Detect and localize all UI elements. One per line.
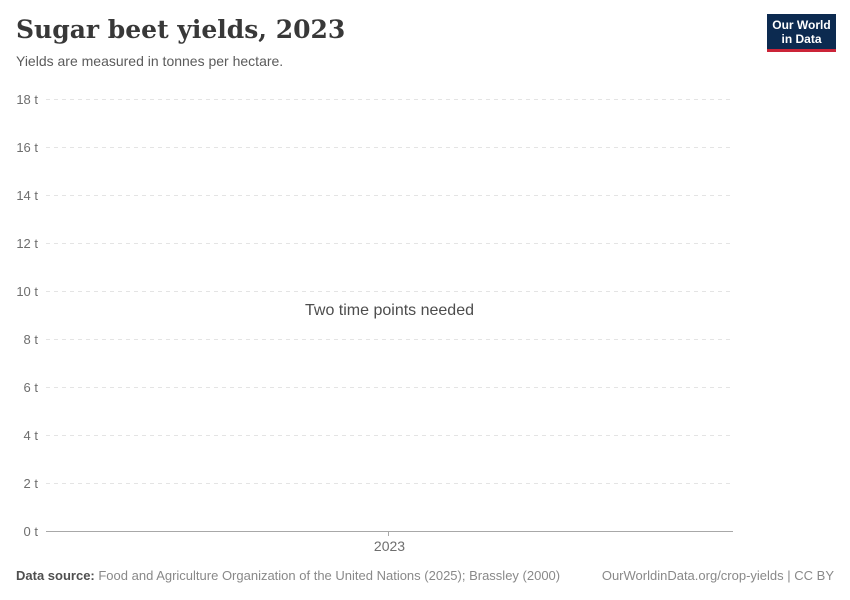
owid-link[interactable]: OurWorldinData.org/crop-yields | CC BY (601, 568, 834, 583)
gridline (46, 147, 733, 148)
y-axis-tick-label: 18 t (16, 92, 38, 107)
y-axis-tick-label: 0 t (23, 524, 38, 539)
page-title: Sugar beet yields, 2023 (16, 15, 346, 44)
owid-logo-line2: in Data (781, 31, 822, 46)
gridline (46, 339, 733, 340)
x-axis-tick (388, 531, 389, 536)
gridline (46, 387, 733, 388)
gridline (46, 243, 733, 244)
owid-logo[interactable]: Our World in Data (767, 14, 836, 52)
chart-subtitle: Yields are measured in tonnes per hectar… (16, 53, 284, 69)
y-axis-tick-label: 16 t (16, 140, 38, 155)
owid-logo-line1: Our World (772, 17, 831, 32)
y-axis-tick-label: 10 t (16, 284, 38, 299)
data-source-label: Data source: (16, 568, 95, 583)
gridline (46, 99, 733, 100)
chart-footer: Data source: Food and Agriculture Organi… (16, 568, 834, 584)
gridline (46, 195, 733, 196)
y-axis-tick-label: 2 t (23, 476, 38, 491)
y-axis-tick-label: 6 t (23, 380, 38, 395)
x-axis-year-label: 2023 (373, 538, 406, 554)
y-axis-tick-label: 8 t (23, 332, 38, 347)
x-axis-line (46, 531, 733, 532)
y-axis-tick-label: 4 t (23, 428, 38, 443)
y-axis-tick-label: 12 t (16, 236, 38, 251)
y-axis-tick-label: 14 t (16, 188, 38, 203)
gridline (46, 291, 733, 292)
gridline (46, 435, 733, 436)
data-source-line: Data source: Food and Agriculture Organi… (16, 568, 560, 584)
empty-chart-message: Two time points needed (305, 302, 474, 319)
data-source-text: Food and Agriculture Organization of the… (94, 568, 561, 583)
gridline (46, 483, 733, 484)
